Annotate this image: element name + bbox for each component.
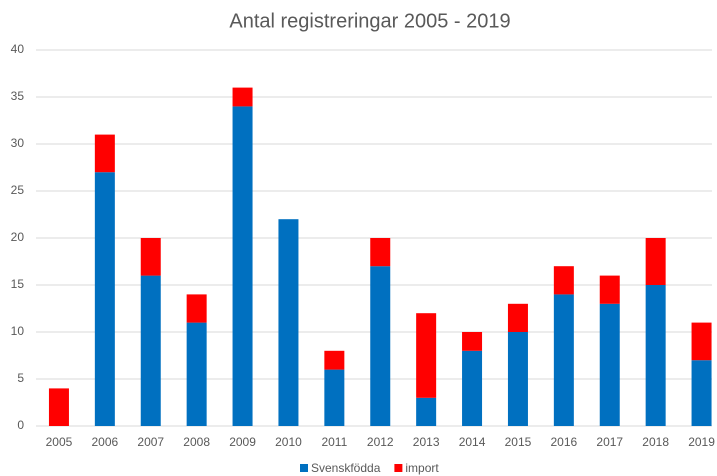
bar-segment: [553, 266, 574, 295]
x-tick-label: 2006: [91, 435, 118, 449]
x-tick-label: 2009: [229, 435, 256, 449]
x-tick-label: 2005: [46, 435, 73, 449]
bar-segment: [278, 219, 299, 426]
bar-segment: [140, 275, 161, 426]
bar-segment: [645, 238, 666, 285]
bar-segment: [553, 294, 574, 426]
chart-title: Antal registreringar 2005 - 2019: [229, 10, 510, 32]
bar-segment: [691, 322, 712, 361]
bar-segment: [645, 285, 666, 426]
bar-segment: [462, 350, 483, 426]
bar-segment: [324, 369, 345, 426]
bar-segment: [370, 266, 391, 426]
x-tick-label: 2016: [550, 435, 577, 449]
x-tick-label: 2014: [459, 435, 486, 449]
x-tick-label: 2015: [505, 435, 532, 449]
bar-segment: [140, 238, 161, 276]
x-tick-label: 2007: [137, 435, 164, 449]
y-tick-label: 30: [11, 136, 25, 150]
y-tick-label: 35: [11, 89, 25, 103]
y-tick-label: 10: [11, 324, 25, 338]
bar-segment: [94, 172, 115, 426]
bar-segment: [507, 332, 528, 426]
bar-segment: [186, 294, 207, 323]
bar-segment: [507, 303, 528, 332]
x-tick-label: 2012: [367, 435, 394, 449]
bar-segment: [416, 313, 437, 398]
y-tick-label: 0: [17, 418, 24, 432]
bar-segment: [599, 275, 620, 304]
x-tick-label: 2017: [596, 435, 623, 449]
bar-segment: [186, 322, 207, 426]
bar-segment: [232, 106, 253, 427]
x-tick-label: 2019: [688, 435, 715, 449]
y-tick-label: 25: [11, 183, 25, 197]
legend-swatch: [394, 464, 403, 472]
bar-segment: [232, 87, 253, 107]
y-tick-label: 20: [11, 230, 25, 244]
y-tick-label: 40: [11, 42, 25, 56]
x-tick-label: 2018: [642, 435, 669, 449]
y-tick-label: 15: [11, 277, 25, 291]
x-tick-label: 2011: [321, 435, 347, 449]
bar-segment: [94, 134, 115, 173]
x-tick-label: 2008: [183, 435, 210, 449]
bar-segment: [370, 238, 391, 267]
bar-segment: [324, 350, 345, 370]
legend-swatch: [300, 464, 308, 472]
bar-segment: [599, 303, 620, 426]
bar-segment: [691, 360, 712, 426]
legend-label: Svenskfödda: [311, 461, 381, 475]
legend-label: import: [405, 461, 439, 475]
x-tick-label: 2010: [275, 435, 302, 449]
y-tick-label: 5: [17, 371, 24, 385]
bar-segment: [48, 388, 69, 426]
x-tick-label: 2013: [413, 435, 440, 449]
bar-segment: [416, 397, 437, 426]
bar-segment: [462, 332, 483, 351]
